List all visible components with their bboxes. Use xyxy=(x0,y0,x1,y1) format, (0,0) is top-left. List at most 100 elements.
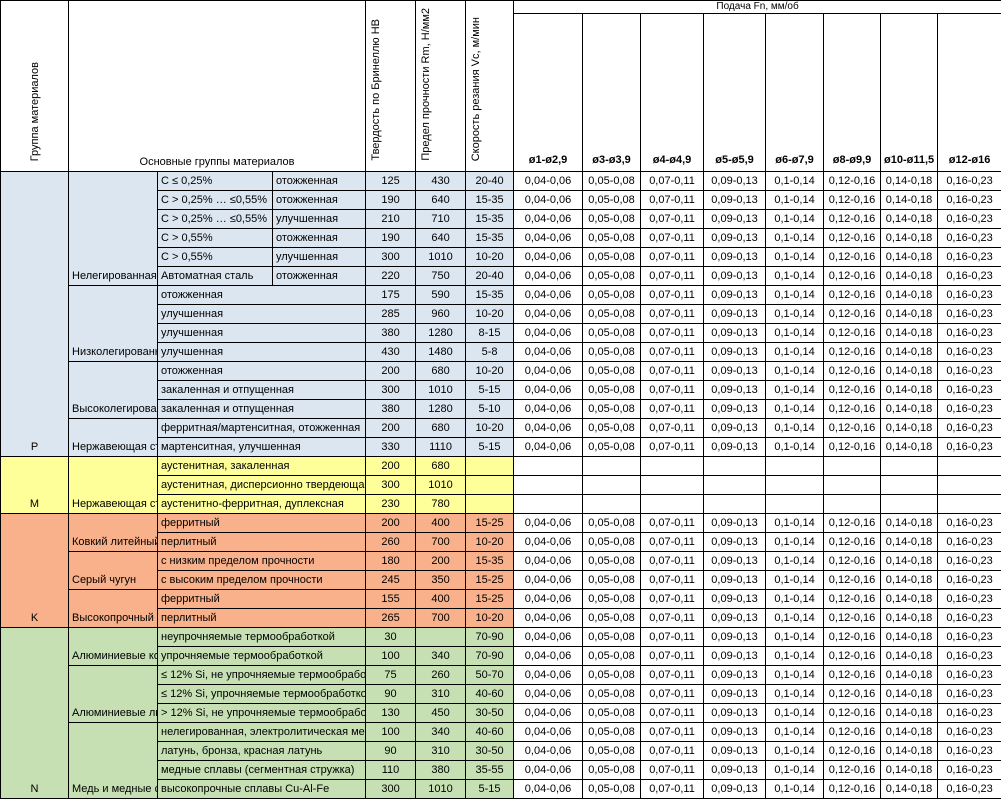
feed-value: 0,16-0,23 xyxy=(937,285,1001,305)
material-condition: отожженная xyxy=(271,228,367,248)
feed-value: 0,04-0,06 xyxy=(513,532,584,552)
feed-value: 0,16-0,23 xyxy=(937,209,1001,229)
material-subtype: ферритный xyxy=(156,589,367,609)
main-material-group: Ковкий литейный xyxy=(68,513,158,552)
feed-value: 0,05-0,08 xyxy=(582,228,642,248)
material-subtype: латунь, бронза, красная латунь xyxy=(156,741,367,761)
feed-value: 0,05-0,08 xyxy=(582,266,642,286)
feed-value: 0,09-0,13 xyxy=(703,285,767,305)
cutting-speed: 20-40 xyxy=(465,171,515,191)
feed-value: 0,04-0,06 xyxy=(513,627,584,647)
feed-value: 0,07-0,11 xyxy=(640,285,705,305)
tensile-strength: 640 xyxy=(415,190,467,210)
material-subtype: ≤ 12% Si, не упрочняемые термообрабо xyxy=(156,665,367,685)
feed-value: 0,16-0,23 xyxy=(937,323,1001,343)
feed-value: 0,07-0,11 xyxy=(640,437,705,457)
material-condition: отожженная xyxy=(271,190,367,210)
feed-value: 0,09-0,13 xyxy=(703,684,767,704)
table-row: C > 0,25% … ≤0,55% отожженная 190 640 15-35 0… xyxy=(1,190,1001,210)
material-subtype: C > 0,25% … ≤0,55% xyxy=(157,209,273,229)
feed-value: 0,1-0,14 xyxy=(765,323,825,343)
feed-value: 0,04-0,06 xyxy=(513,399,584,419)
feed-value: 0,09-0,13 xyxy=(703,779,767,799)
tensile-strength: 750 xyxy=(415,266,467,286)
feed-value: 0,12-0,16 xyxy=(823,665,882,685)
header-feed-col: ø8-ø9,9 xyxy=(823,13,882,172)
table-row: закаленная и отпущенная 300 1010 5-15 0,04-0… xyxy=(1,380,1001,400)
feed-value: 0,05-0,08 xyxy=(582,361,642,381)
feed-value: 0,14-0,18 xyxy=(880,779,939,799)
cutting-speed: 10-20 xyxy=(465,304,515,324)
material-subtype: аустенитная, дисперсионно твердеюща xyxy=(156,475,367,495)
feed-value: 0,04-0,06 xyxy=(513,323,584,343)
tensile-strength: 1010 xyxy=(415,475,467,495)
feed-value xyxy=(582,475,642,495)
feed-value: 0,07-0,11 xyxy=(640,418,705,438)
feed-value: 0,05-0,08 xyxy=(582,684,642,704)
feed-value: 0,07-0,11 xyxy=(640,779,705,799)
feed-value: 0,05-0,08 xyxy=(582,247,642,267)
feed-value: 0,12-0,16 xyxy=(823,608,882,628)
feed-value: 0,14-0,18 xyxy=(880,646,939,666)
table-row: латунь, бронза, красная латунь 90 310 30-50… xyxy=(1,741,1001,761)
hardness-hb: 260 xyxy=(365,532,417,552)
feed-value: 0,1-0,14 xyxy=(765,532,825,552)
table-row: C > 0,55% улучшенная 300 1010 10-20 0,04-0,06… xyxy=(1,247,1001,267)
header-main-groups: Основные группы материалов xyxy=(67,0,367,172)
feed-value: 0,09-0,13 xyxy=(703,665,767,685)
feed-value xyxy=(513,456,584,476)
feed-value xyxy=(640,494,705,514)
feed-value: 0,16-0,23 xyxy=(937,665,1001,685)
feed-value: 0,12-0,16 xyxy=(823,361,882,381)
cutting-speed: 15-35 xyxy=(465,190,515,210)
feed-value xyxy=(765,494,825,514)
feed-value: 0,05-0,08 xyxy=(582,285,642,305)
feed-value xyxy=(640,456,705,476)
tensile-strength: 400 xyxy=(415,589,467,609)
feed-value: 0,07-0,11 xyxy=(640,304,705,324)
feed-value: 0,12-0,16 xyxy=(823,342,882,362)
feed-value xyxy=(513,475,584,495)
hardness-hb: 130 xyxy=(365,703,417,723)
hardness-hb: 220 xyxy=(365,266,417,286)
feed-value: 0,05-0,08 xyxy=(582,741,642,761)
tensile-strength: 1110 xyxy=(415,437,467,457)
tensile-strength: 640 xyxy=(415,228,467,248)
feed-value: 0,07-0,11 xyxy=(640,627,705,647)
tensile-strength: 780 xyxy=(415,494,467,514)
feed-value: 0,09-0,13 xyxy=(703,266,767,286)
feed-value: 0,09-0,13 xyxy=(703,570,767,590)
header-cutting-speed: Скорость резания Vc, м/мин xyxy=(465,0,515,172)
cutting-speed: 30-50 xyxy=(465,703,515,723)
feed-value: 0,14-0,18 xyxy=(880,399,939,419)
feed-value: 0,16-0,23 xyxy=(937,703,1001,723)
material-subtype: закаленная и отпущенная xyxy=(156,380,367,400)
hardness-hb: 200 xyxy=(365,513,417,533)
feed-value: 0,1-0,14 xyxy=(765,304,825,324)
hardness-hb: 110 xyxy=(365,760,417,780)
feed-value: 0,05-0,08 xyxy=(582,342,642,362)
feed-value: 0,14-0,18 xyxy=(880,418,939,438)
hardness-hb: 190 xyxy=(365,228,417,248)
tensile-strength: 590 xyxy=(415,285,467,305)
cutting-speed: 5-10 xyxy=(465,399,515,419)
feed-value: 0,05-0,08 xyxy=(582,627,642,647)
feed-value: 0,1-0,14 xyxy=(765,171,825,191)
feed-value: 0,05-0,08 xyxy=(582,171,642,191)
material-subtype: с высоким пределом прочности xyxy=(156,570,367,590)
hardness-hb: 155 xyxy=(365,589,417,609)
cutting-speed: 70-90 xyxy=(465,627,515,647)
tensile-strength: 260 xyxy=(415,665,467,685)
feed-value xyxy=(703,494,767,514)
feed-value xyxy=(937,456,1001,476)
main-material-group: Алюминиевые ко xyxy=(68,627,158,666)
feed-value: 0,07-0,11 xyxy=(640,190,705,210)
table-row: Нержавеющая ст ферритная/мартенситная, от… xyxy=(1,418,1001,457)
hardness-hb: 300 xyxy=(365,247,417,267)
feed-value: 0,1-0,14 xyxy=(765,665,825,685)
table-row: Низколегированн отожженная 175 590 15-35 0,04… xyxy=(1,285,1001,362)
feed-value: 0,05-0,08 xyxy=(582,646,642,666)
feed-value: 0,14-0,18 xyxy=(880,323,939,343)
hardness-hb: 210 xyxy=(365,209,417,229)
feed-value: 0,05-0,08 xyxy=(582,304,642,324)
